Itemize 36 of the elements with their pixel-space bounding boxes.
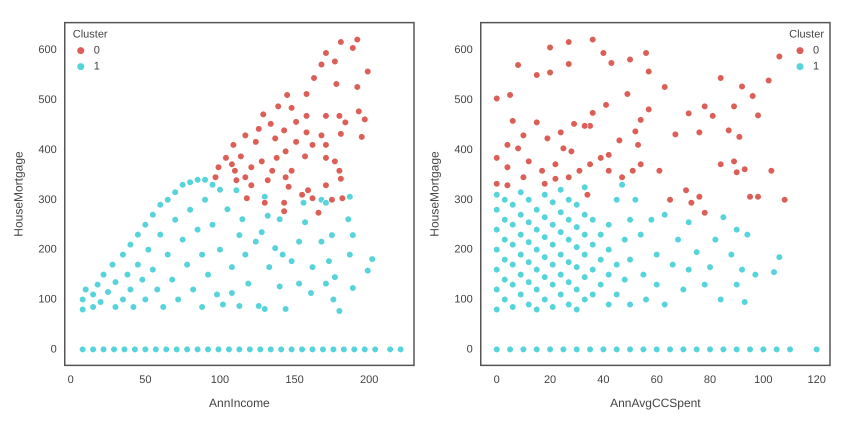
- y-axis-title: HouseMortgage: [12, 150, 26, 237]
- y-tick-label: 400: [454, 144, 473, 156]
- y-tick-label: 0: [466, 343, 473, 356]
- x-axis-title: AnnAvgCCSpent: [610, 396, 702, 410]
- x-tick-label: 120: [807, 374, 826, 386]
- y-tick-label: 300: [454, 194, 473, 206]
- x-tick-label: 200: [360, 374, 378, 386]
- y-tick-label: 500: [454, 94, 473, 106]
- x-tick-label: 0: [68, 374, 74, 386]
- y-tick-label: 200: [38, 244, 57, 256]
- x-tick-label: 60: [650, 374, 663, 386]
- x-tick-label: 0: [494, 374, 500, 386]
- legend-label: 0: [813, 44, 820, 57]
- y-tick-label: 500: [38, 94, 57, 106]
- x-tick-label: 150: [285, 374, 304, 386]
- legend-title: Cluster: [789, 28, 824, 41]
- legend-label: 0: [94, 44, 100, 57]
- x-axis-title: AnnIncome: [209, 396, 270, 410]
- x-tick-label: 50: [139, 374, 152, 386]
- y-tick-label: 300: [38, 194, 57, 206]
- y-tick-label: 100: [454, 294, 473, 306]
- y-tick-label: 200: [454, 244, 473, 256]
- x-tick-label: 100: [754, 374, 773, 386]
- legend-title: Cluster: [72, 28, 108, 41]
- x-tick-label: 80: [704, 374, 716, 386]
- y-tick-label: 400: [38, 144, 57, 156]
- y-tick-label: 100: [38, 294, 57, 306]
- y-tick-label: 600: [38, 44, 57, 56]
- x-tick-label: 40: [597, 374, 610, 386]
- x-tick-label: 100: [210, 374, 230, 386]
- y-tick-label: 0: [50, 343, 57, 356]
- x-tick-label: 20: [544, 374, 556, 386]
- legend-label: 1: [94, 60, 100, 73]
- legend-label: 1: [813, 60, 820, 73]
- y-axis-title: HouseMortgage: [428, 150, 442, 237]
- y-tick-label: 600: [454, 44, 473, 56]
